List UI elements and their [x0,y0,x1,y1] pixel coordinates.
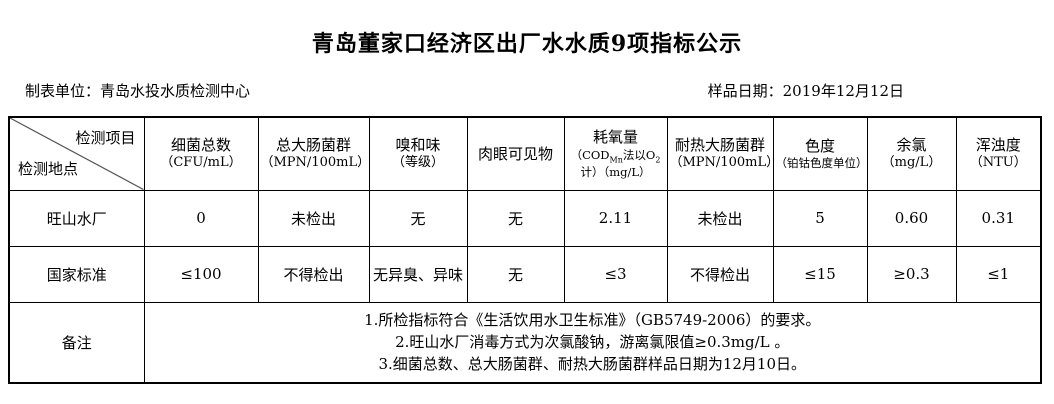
column-header-odor-taste: 嗅和味 （等级） [368,116,468,191]
column-name: 浑浊度 [975,136,1021,155]
meta-row: 制表单位：青岛水投水质检测中心 样品日期：2019年12月12日 [0,80,1054,101]
header-row: 检测项目 检测地点 细菌总数 （CFU/mL） 总大肠菌群 （MPN/100mL… [8,116,1042,191]
value-cell: ≤15 [772,245,868,303]
column-name: 细菌总数 [170,136,231,155]
column-name: 耗氧量 [592,128,638,147]
column-name: 余氯 [896,136,927,155]
remark-line: 3.细菌总数、总大肠菌群、耐热大肠菌群样品日期为12月10日。 [378,355,807,374]
producer-label: 制表单位：青岛水投水质检测中心 [25,82,251,100]
column-header-turbidity: 浑浊度 （NTU） [955,116,1042,191]
sample-date-label: 样品日期：2019年12月12日 [707,82,904,100]
column-header-total-coliform: 总大肠菌群 （MPN/100mL） [257,116,370,191]
value-cell: ≥0.3 [866,245,957,303]
column-unit: （NTU） [969,155,1027,171]
column-header-chroma: 色度 （铂钴色度单位） [772,116,868,191]
water-quality-table: 检测项目 检测地点 细菌总数 （CFU/mL） 总大肠菌群 （MPN/100mL… [8,116,1042,384]
column-name: 嗅和味 [395,136,441,155]
value-cell: 未检出 [257,189,370,247]
column-name: 色度 [804,137,835,156]
page: 青岛董家口经济区出厂水水质9项指标公示 制表单位：青岛水投水质检测中心 样品日期… [0,26,1054,404]
remark-line: 1.所检指标符合《生活饮用水卫生标准》（GB5749-2006）的要求。 [364,311,821,330]
value-cell: 无 [466,189,565,247]
corner-label-sites: 检测地点 [18,159,79,178]
diagonal-line [10,118,144,190]
value-cell: 无 [466,245,565,303]
value-cell: ≤100 [143,245,259,303]
value-cell: 无异臭、异味 [368,245,468,303]
remarks-label: 备注 [8,301,145,384]
column-header-oxygen-consumption: 耗氧量 （CODMn法以O2计）（mg/L） [563,116,668,191]
value-cell: 0 [143,189,259,247]
table-row-plant: 旺山水厂 0 未检出 无 无 2.11 未检出 5 0.60 0.31 [8,189,1042,247]
column-name: 耐热大肠菌群 [674,136,765,155]
value-cell: 0.31 [955,189,1042,247]
column-header-visible-matter: 肉眼可见物 [466,116,565,191]
value-cell: ≤3 [563,245,668,303]
column-unit: （mg/L） [881,155,942,171]
value-cell: 未检出 [666,189,774,247]
row-label: 国家标准 [8,245,145,303]
remarks-row: 备注 1.所检指标符合《生活饮用水卫生标准》（GB5749-2006）的要求。 … [8,301,1042,384]
column-header-bacteria: 细菌总数 （CFU/mL） [143,116,259,191]
column-unit: （CODMn法以O2计）（mg/L） [570,147,661,180]
value-cell: 不得检出 [257,245,370,303]
column-unit: （CFU/mL） [160,155,242,171]
value-cell: 5 [772,189,868,247]
column-name: 总大肠菌群 [275,136,351,155]
value-cell: 无 [368,189,468,247]
value-cell: 0.60 [866,189,957,247]
remark-line: 2.旺山水厂消毒方式为次氯酸钠，游离氯限值≥0.3mg/L 。 [395,333,790,352]
column-header-thermotolerant-coliform: 耐热大肠菌群 （MPN/100mL） [666,116,774,191]
page-title: 青岛董家口经济区出厂水水质9项指标公示 [311,31,743,57]
column-unit: （等级） [391,155,444,171]
column-unit: （铂钴色度单位） [775,156,867,171]
value-cell: 不得检出 [666,245,774,303]
corner-cell: 检测项目 检测地点 [8,116,145,191]
value-cell: ≤1 [955,245,1042,303]
column-unit: （MPN/100mL） [260,155,369,171]
row-label: 旺山水厂 [8,189,145,247]
value-cell: 2.11 [563,189,668,247]
table-row-national-standard: 国家标准 ≤100 不得检出 无异臭、异味 无 ≤3 不得检出 ≤15 ≥0.3… [8,245,1042,303]
corner-label-items: 检测项目 [75,129,136,147]
column-name: 肉眼可见物 [477,144,553,163]
column-unit: （MPN/100mL） [669,155,773,171]
remarks-content: 1.所检指标符合《生活饮用水卫生标准》（GB5749-2006）的要求。 2.旺… [143,301,1042,384]
column-header-residual-chlorine: 余氯 （mg/L） [866,116,957,191]
